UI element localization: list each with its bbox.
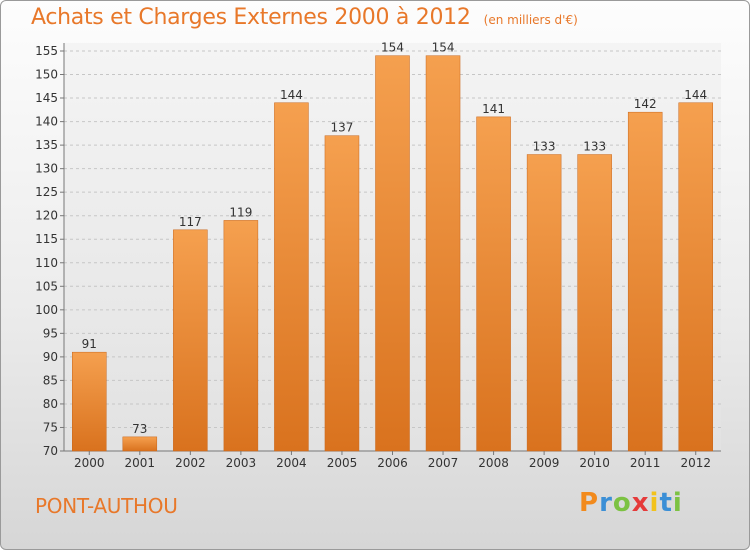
bar <box>72 351 107 452</box>
bar <box>476 116 511 452</box>
chart-title-block: Achats et Charges Externes 2000 à 2012 (… <box>31 5 578 30</box>
logo-letter: t <box>659 488 673 518</box>
x-tick-label: 2007 <box>428 456 459 470</box>
y-tick-label: 80 <box>43 397 58 411</box>
logo-letter: i <box>672 488 683 518</box>
y-tick-label: 135 <box>35 138 58 152</box>
y-tick-label: 100 <box>35 303 58 317</box>
y-tick-label: 70 <box>43 444 58 458</box>
y-tick-label: 115 <box>35 232 58 246</box>
data-label: 137 <box>331 121 354 135</box>
bar <box>173 229 208 452</box>
x-tick-label: 2010 <box>579 456 610 470</box>
data-label: 133 <box>533 140 556 154</box>
x-tick-label: 2009 <box>529 456 560 470</box>
y-tick-label: 125 <box>35 185 58 199</box>
x-tick-label: 2012 <box>680 456 711 470</box>
data-label: 73 <box>132 422 147 436</box>
x-tick-label: 2002 <box>175 456 206 470</box>
data-label: 142 <box>634 97 657 111</box>
y-tick-label: 140 <box>35 115 58 129</box>
y-tick-label: 90 <box>43 350 58 364</box>
logo-letter: i <box>649 488 660 518</box>
y-tick-label: 95 <box>43 326 58 340</box>
y-tick-label: 120 <box>35 209 58 223</box>
y-tick-label: 145 <box>35 91 58 105</box>
x-tick-label: 2003 <box>226 456 257 470</box>
data-label: 133 <box>583 140 606 154</box>
x-tick-label: 2001 <box>125 456 156 470</box>
x-tick-label: 2000 <box>74 456 105 470</box>
bar <box>425 55 461 452</box>
logo-letter: P <box>579 488 600 518</box>
data-label: 154 <box>432 41 455 55</box>
y-tick-label: 130 <box>35 162 58 176</box>
data-label: 144 <box>684 88 707 102</box>
chart-title: Achats et Charges Externes 2000 à 2012 <box>31 5 471 30</box>
data-label: 144 <box>280 88 303 102</box>
logo-letter: o <box>612 488 632 518</box>
x-tick-label: 2005 <box>327 456 358 470</box>
bar <box>526 154 562 452</box>
y-tick-label: 85 <box>43 373 58 387</box>
y-tick-label: 150 <box>35 68 58 82</box>
data-label: 141 <box>482 102 505 116</box>
bar <box>122 436 158 452</box>
x-tick-label: 2008 <box>478 456 509 470</box>
bar <box>223 220 259 452</box>
bar <box>324 135 360 452</box>
bar <box>577 154 612 452</box>
bar <box>627 111 663 452</box>
logo-letter: x <box>631 488 650 518</box>
x-tick-label: 2004 <box>276 456 307 470</box>
data-label: 154 <box>381 41 404 55</box>
location-name: PONT-AUTHOU <box>35 494 178 518</box>
unit-note: (en milliers d'€) <box>483 13 578 27</box>
bar <box>274 102 309 452</box>
data-label: 117 <box>179 215 202 229</box>
bar <box>678 102 713 452</box>
logo-letter: r <box>599 488 613 518</box>
proxiti-logo: Proxiti <box>579 488 683 518</box>
data-label: 91 <box>82 337 97 351</box>
data-label: 119 <box>229 205 252 219</box>
y-tick-label: 155 <box>35 44 58 58</box>
y-tick-label: 105 <box>35 279 58 293</box>
x-tick-label: 2011 <box>630 456 661 470</box>
x-tick-label: 2006 <box>377 456 408 470</box>
y-tick-label: 75 <box>43 420 58 434</box>
bar <box>375 55 410 452</box>
y-tick-label: 110 <box>35 256 58 270</box>
